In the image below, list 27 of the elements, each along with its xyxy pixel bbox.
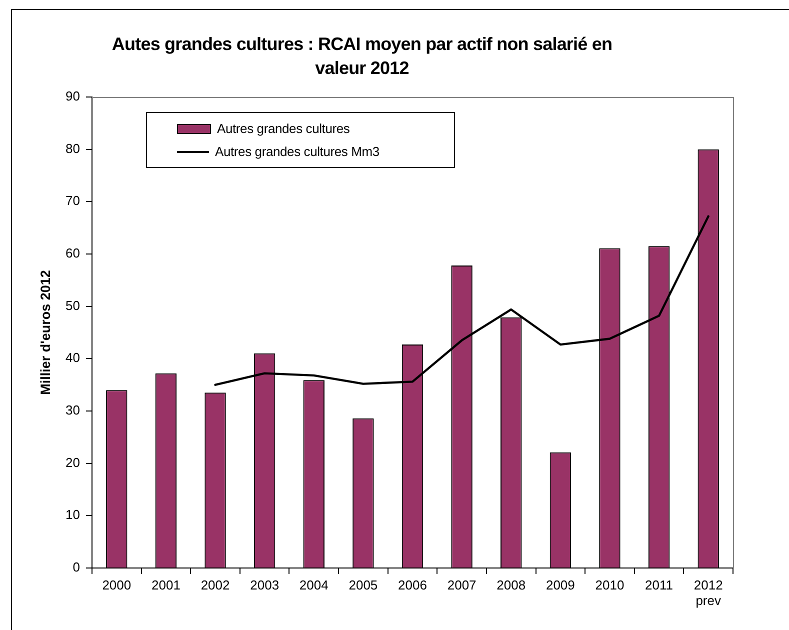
y-tick-label: 50 <box>66 298 80 313</box>
x-tick-label: 2003 <box>250 577 280 592</box>
y-tick-label: 10 <box>66 507 80 522</box>
chart-title: Autes grandes cultures : RCAI moyen par actif non salarié en valeur 2012 <box>110 33 614 80</box>
x-tick-label: 2005 <box>348 577 378 592</box>
y-axis-title: Millier d'euros 2012 <box>38 270 53 395</box>
legend-label: Autres grandes cultures <box>217 121 350 136</box>
x-tick-label: 2011 <box>645 577 674 592</box>
x-tick-label: 2010 <box>595 577 624 592</box>
x-tick-label: 2006 <box>398 577 427 592</box>
x-tick-label: 2002 <box>200 577 230 592</box>
legend-label: Autres grandes cultures Mm3 <box>215 144 380 159</box>
x-tick-label: 2001 <box>152 577 180 592</box>
y-tick-label: 40 <box>66 350 80 366</box>
y-tick-label: 30 <box>66 402 80 418</box>
x-tick-label: 2008 <box>496 577 526 592</box>
x-tick-label: 2004 <box>299 577 328 592</box>
y-tick-label: 90 <box>66 88 80 104</box>
y-tick-label: 70 <box>66 193 80 208</box>
y-tick-label: 80 <box>66 140 80 156</box>
y-tick-label: 20 <box>66 454 80 470</box>
x-tick-label: 2007 <box>447 577 476 592</box>
x-tick-label: 2009 <box>546 577 575 592</box>
y-tick-label: 0 <box>72 560 80 575</box>
x-tick-label: 2000 <box>102 577 132 592</box>
x-tick-label: 2012 prev <box>694 577 723 608</box>
y-tick-label: 60 <box>66 246 80 261</box>
